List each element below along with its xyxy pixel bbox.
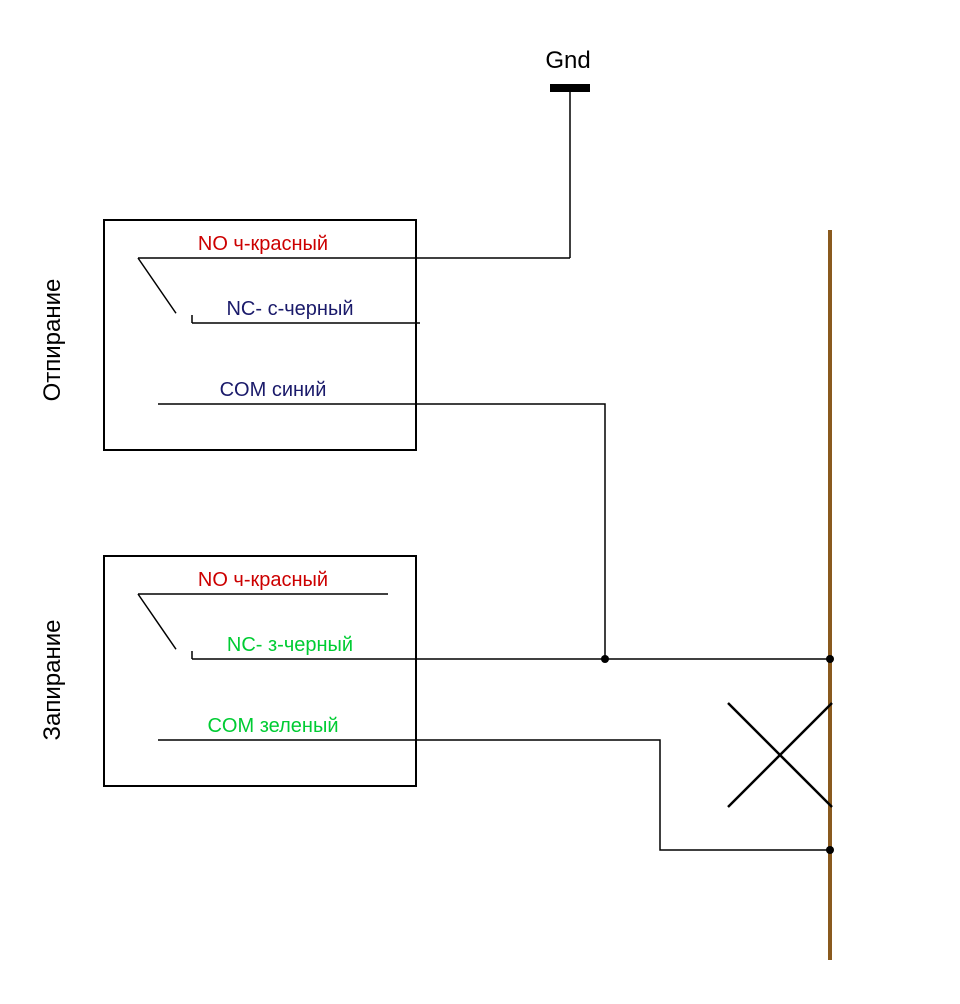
wire (388, 740, 830, 850)
lock-contact-label: NO ч-красный (198, 569, 328, 591)
lamp-icon (728, 703, 832, 807)
unlock-contact-label: COM синий (220, 379, 327, 401)
junction-node (601, 655, 609, 663)
unlock-contact-label: NC- с-черный (226, 298, 353, 320)
lock-contact-label: NC- з-черный (227, 634, 353, 656)
ground-bar-icon (550, 84, 590, 92)
unlock-contact-label: NO ч-красный (198, 233, 328, 255)
junction-node (826, 846, 834, 854)
lock-contact-label: COM зеленый (207, 715, 338, 737)
wiring-diagram: Gnd NO ч-красный NC- с-черный COM синий Отпи… (0, 0, 960, 1004)
lock-side-label: Запирание (39, 620, 66, 741)
unlock-relay-block: NO ч-красный NC- с-черный COM синий (104, 220, 416, 450)
lock-relay-block: NO ч-красный NC- з-черный COM зеленый (104, 556, 416, 786)
junction-node (826, 655, 834, 663)
wire (388, 404, 605, 659)
unlock-side-label: Отпирание (39, 279, 66, 402)
ground-label: Gnd (545, 47, 590, 74)
